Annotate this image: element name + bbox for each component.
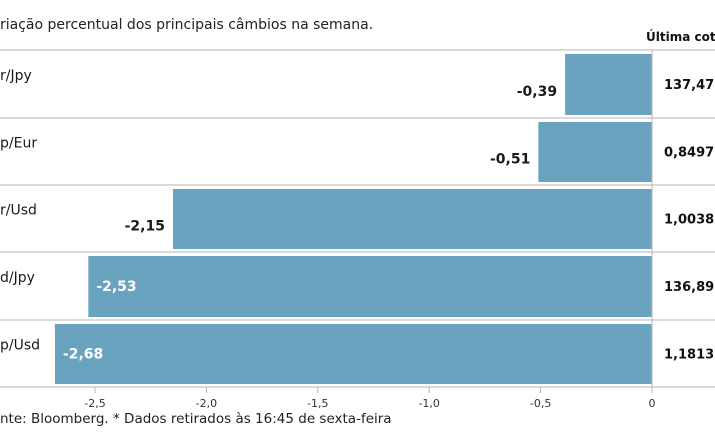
category-label: r/Jpy <box>0 68 32 84</box>
bar <box>54 324 653 384</box>
x-tick-label: -0,5 <box>530 397 551 410</box>
last-quote-value: 136,89 <box>664 280 714 295</box>
bar <box>538 122 652 182</box>
value-label: -2,53 <box>96 279 136 295</box>
x-tick-label: -2,5 <box>84 397 105 410</box>
value-label: -0,51 <box>490 152 530 168</box>
bar <box>565 54 652 115</box>
x-tick-label: -1,5 <box>307 397 328 410</box>
value-label: -2,15 <box>125 219 165 235</box>
bar <box>88 256 653 317</box>
bar <box>172 189 653 249</box>
category-label: p/Usd <box>0 338 40 354</box>
value-label: -2,68 <box>63 347 103 363</box>
last-quote-header: Última cotaç <box>646 30 715 44</box>
x-tick-label: -1,0 <box>418 397 439 410</box>
category-label: d/Jpy <box>0 270 35 286</box>
chart-subtitle: riação percentual dos principais câmbios… <box>0 17 374 33</box>
source-note: nte: Bloomberg. * Dados retirados às 16:… <box>0 411 392 427</box>
category-label: r/Usd <box>0 203 37 219</box>
last-quote-value: 0,84976 <box>664 146 715 161</box>
last-quote-value: 137,47 <box>664 78 714 93</box>
last-quote-value: 1,1813 <box>664 348 714 363</box>
category-label: p/Eur <box>0 136 37 152</box>
x-tick-label: -2,0 <box>196 397 217 410</box>
x-tick-label: 0 <box>649 397 656 410</box>
value-label: -0,39 <box>517 84 557 100</box>
last-quote-value: 1,0038 <box>664 213 714 228</box>
